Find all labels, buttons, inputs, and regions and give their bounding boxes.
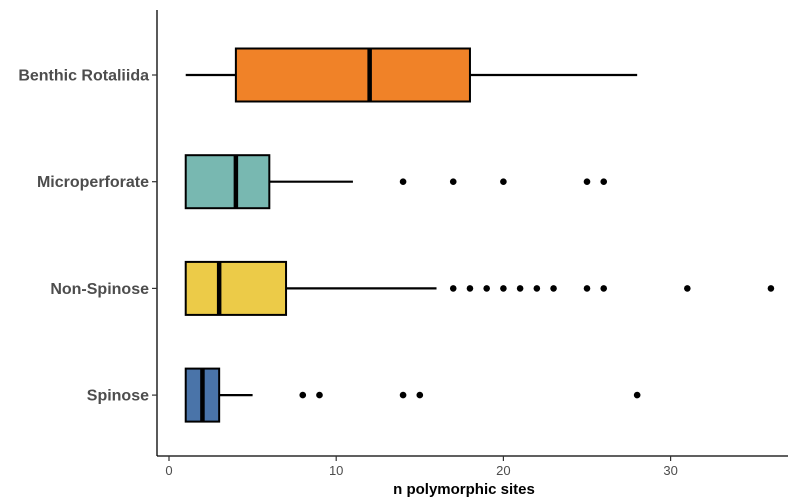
outlier-point: [684, 285, 691, 292]
x-tick-label: 0: [165, 463, 172, 478]
x-axis-title: n polymorphic sites: [393, 481, 535, 498]
box-group-spinose: [184, 367, 641, 423]
outlier-point: [600, 285, 608, 292]
box: [234, 47, 471, 103]
outlier-point: [500, 178, 507, 185]
box-group-benthic-rotaliida: [185, 47, 638, 103]
outlier-point: [449, 285, 457, 292]
x-tick-label: 10: [329, 463, 343, 478]
outlier-point: [299, 391, 307, 399]
outlier-point: [500, 285, 507, 292]
outlier-point: [399, 178, 407, 185]
outlier-point: [399, 391, 407, 399]
outlier-point: [516, 285, 524, 292]
box-group-microperforate: [184, 154, 608, 210]
y-tick-label: Microperforate: [37, 174, 149, 191]
outlier-point: [633, 391, 641, 399]
x-tick-label: 30: [663, 463, 677, 478]
outlier-point: [483, 285, 490, 292]
outlier-point: [533, 285, 541, 292]
box: [184, 260, 288, 316]
outlier-point: [550, 285, 557, 292]
outlier-point: [583, 178, 591, 185]
y-tick-label: Spinose: [87, 388, 149, 405]
y-tick-label: Non-Spinose: [50, 281, 149, 298]
plot-area: [184, 47, 775, 423]
x-axis-ticks: 0 10 20 30: [165, 456, 678, 478]
outlier-point: [416, 391, 424, 399]
outlier-point: [600, 178, 608, 185]
outlier-point: [767, 285, 775, 292]
outlier-point: [466, 285, 474, 292]
y-axis-ticks: Benthic Rotaliida Microperforate Non-Spino…: [18, 68, 157, 405]
outlier-point: [316, 391, 323, 399]
box-group-non-spinose: [184, 260, 775, 316]
outlier-point: [449, 178, 457, 185]
y-tick-label: Benthic Rotaliida: [18, 68, 149, 85]
box: [184, 154, 271, 210]
outlier-point: [583, 285, 591, 292]
x-tick-label: 20: [496, 463, 510, 478]
